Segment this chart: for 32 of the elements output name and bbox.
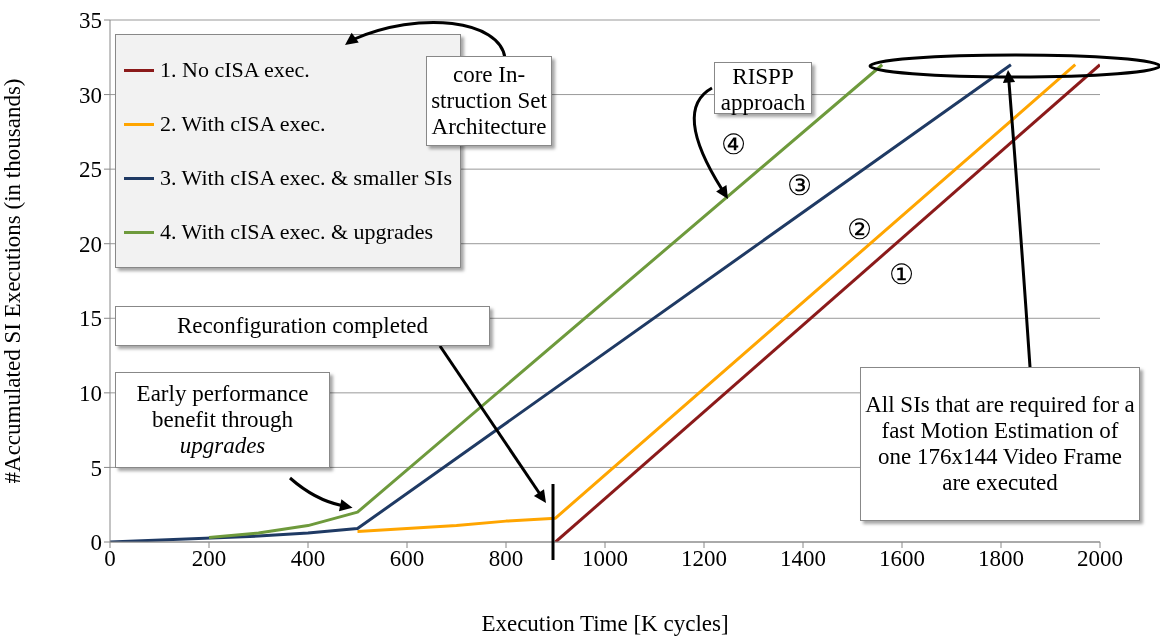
x-tick-label: 400 — [290, 546, 326, 572]
legend-label: 2. With cISA exec. — [160, 111, 326, 137]
y-tick-label: 35 — [79, 8, 102, 34]
x-tick-label: 1600 — [879, 546, 925, 572]
annotation: ④ — [720, 128, 746, 162]
x-tick-label: 2000 — [1077, 546, 1123, 572]
x-axis-title: Execution Time [K cycles] — [481, 611, 729, 636]
annotation: Reconfiguration completed — [176, 313, 428, 339]
y-tick-label: 20 — [79, 231, 102, 257]
legend-label: 3. With cISA exec. & smaller SIs — [160, 165, 452, 191]
x-tick-label: 1400 — [780, 546, 826, 572]
annotation: ① — [888, 258, 914, 292]
annotation: All SIs that are required for a fast Motion Estimation of one 176x144 Video Frame are executed — [864, 392, 1136, 496]
annotation: Early performance benefit through upgrades — [135, 381, 310, 459]
y-tick-label: 0 — [90, 530, 102, 556]
y-tick-label: 10 — [79, 381, 102, 407]
legend-label: 1. No cISA exec. — [160, 57, 310, 83]
y-tick-label: 25 — [79, 157, 102, 183]
x-tick-label: 600 — [389, 546, 425, 572]
x-tick-label: 800 — [488, 546, 524, 572]
annotation: ② — [846, 213, 872, 247]
x-tick-label: 200 — [191, 546, 227, 572]
y-tick-label: 15 — [79, 306, 102, 332]
y-axis-title: #Accumulated SI Executions (in thousands) — [0, 78, 26, 484]
x-tick-label: 1000 — [582, 546, 628, 572]
annotation: ③ — [786, 169, 812, 203]
y-tick-label: 30 — [79, 82, 102, 108]
annotation: core In-struction Set Architecture — [430, 62, 548, 140]
legend-label: 4. With cISA exec. & upgrades — [160, 219, 434, 245]
y-tick-label: 5 — [90, 455, 102, 481]
x-tick-label: 1200 — [681, 546, 727, 572]
x-tick-label: 1800 — [978, 546, 1024, 572]
